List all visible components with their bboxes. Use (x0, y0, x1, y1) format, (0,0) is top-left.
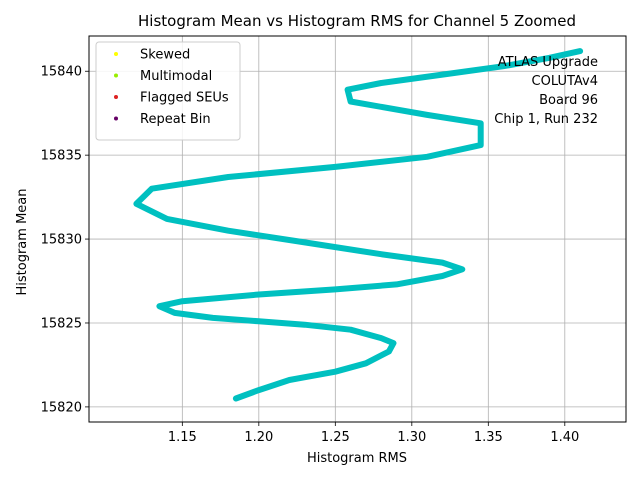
annotation-line: ATLAS Upgrade (498, 55, 598, 70)
data-point (345, 87, 351, 93)
data-point (332, 286, 338, 292)
grid (89, 36, 626, 422)
y-tick-label: 15835 (41, 149, 82, 164)
y-tick-label: 15840 (41, 65, 82, 80)
x-axis-title: Histogram RMS (307, 451, 407, 466)
data-point (378, 335, 384, 341)
legend-marker (114, 73, 118, 78)
data-point (302, 239, 308, 245)
data-point (394, 281, 400, 287)
data-point (478, 120, 484, 126)
legend-marker (114, 52, 118, 56)
data-point (424, 112, 430, 118)
y-tick-label: 15825 (41, 316, 82, 331)
data-point (577, 48, 583, 54)
data-point (439, 273, 445, 279)
data-point (478, 142, 484, 148)
data-point (332, 164, 338, 170)
y-tick-label: 15820 (41, 400, 82, 415)
x-tick-label: 1.15 (168, 430, 197, 445)
data-point (233, 396, 239, 402)
legend-box (95, 41, 241, 141)
data-point (256, 318, 262, 324)
x-tick-label: 1.30 (397, 430, 426, 445)
data-point (386, 349, 392, 355)
series-trace (133, 48, 584, 402)
data-point (547, 55, 553, 61)
legend-label: Flagged SEUs (140, 91, 229, 106)
data-point (332, 369, 338, 375)
data-point (424, 154, 430, 160)
data-point (439, 260, 445, 266)
data-point (256, 291, 262, 297)
legend: Skewed Multimodal Flagged SEUs Repeat Bin (95, 41, 241, 141)
data-point (172, 310, 178, 316)
chart-annotation: ATLAS Upgrade COLUTAv4 Board 96 Chip 1, Run… (494, 55, 598, 127)
data-point (378, 80, 384, 86)
legend-marker (114, 116, 118, 121)
data-point (256, 387, 262, 393)
data-point (179, 298, 185, 304)
data-point (164, 216, 170, 222)
data-point (378, 251, 384, 257)
legend-label: Skewed (140, 48, 190, 63)
data-point (286, 377, 292, 383)
y-axis-title: Histogram Mean (15, 189, 30, 296)
x-axis: 1.15 1.20 1.25 1.30 1.35 1.40 (168, 422, 579, 445)
annotation-line: Chip 1, Run 232 (494, 112, 598, 127)
legend-label: Repeat Bin (140, 112, 211, 127)
chart-title: Histogram Mean vs Histogram RMS for Chan… (138, 12, 576, 30)
y-tick-label: 15830 (41, 233, 82, 248)
data-point (348, 98, 354, 104)
data-point (225, 228, 231, 234)
annotation-line: COLUTAv4 (532, 74, 598, 89)
plot-frame (88, 35, 627, 423)
data-point (459, 266, 465, 272)
x-tick-label: 1.35 (474, 430, 503, 445)
x-tick-label: 1.25 (321, 430, 350, 445)
scatter-points (133, 48, 584, 402)
data-point (439, 72, 445, 78)
y-axis: 15820 15825 15830 15835 15840 (41, 65, 89, 415)
x-tick-label: 1.20 (244, 430, 273, 445)
data-point (363, 360, 369, 366)
data-point (156, 303, 162, 309)
data-point (390, 340, 396, 346)
legend-marker (114, 95, 118, 99)
data-point (225, 174, 231, 180)
data-point (501, 63, 507, 69)
data-point (149, 186, 155, 192)
data-point (302, 322, 308, 328)
data-point (210, 315, 216, 321)
data-point (133, 201, 139, 207)
x-tick-label: 1.40 (550, 430, 579, 445)
legend-label: Multimodal (140, 69, 212, 84)
annotation-line: Board 96 (539, 93, 598, 108)
data-point (348, 327, 354, 333)
